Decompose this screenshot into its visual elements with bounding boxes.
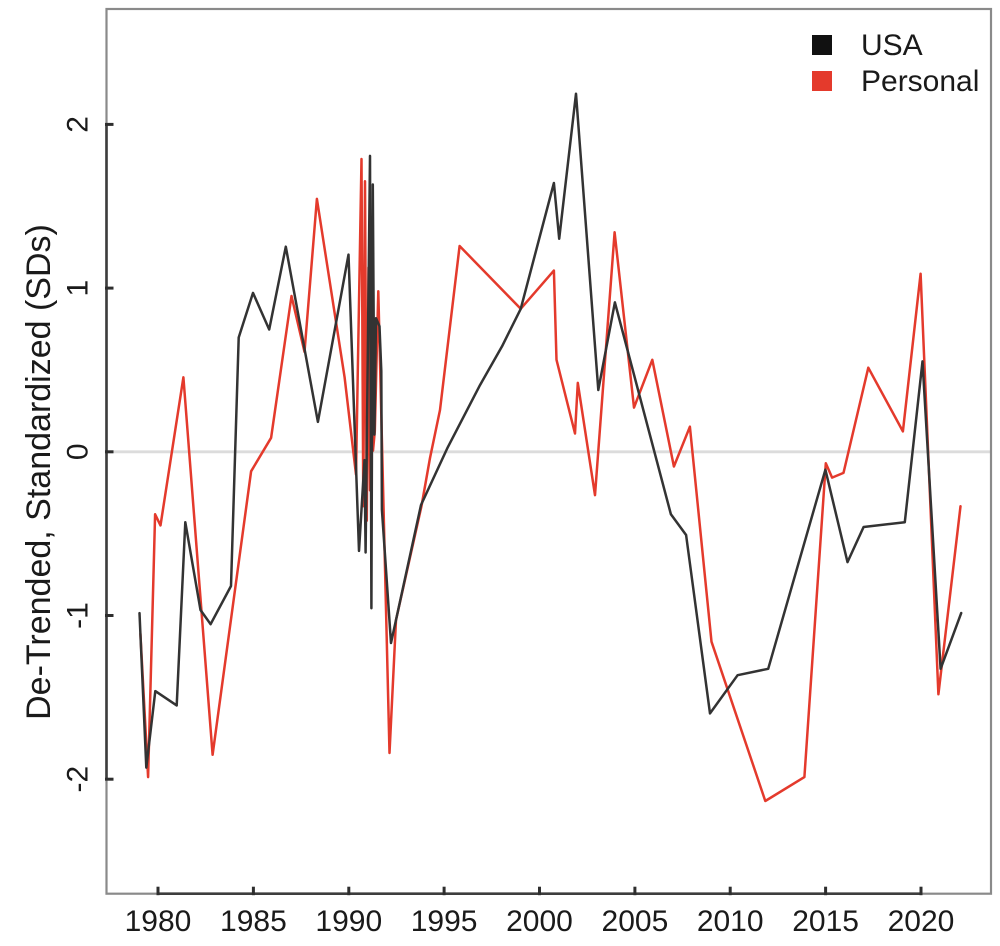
svg-text:-2: -2: [62, 766, 95, 793]
svg-text:Personal: Personal: [861, 65, 979, 98]
svg-text:1980: 1980: [125, 905, 192, 938]
svg-text:2: 2: [62, 116, 95, 133]
svg-text:1: 1: [62, 280, 95, 297]
svg-text:De-Trended, Standardized (SDs): De-Trended, Standardized (SDs): [20, 224, 58, 720]
svg-text:2005: 2005: [602, 905, 669, 938]
svg-text:1995: 1995: [411, 905, 478, 938]
svg-text:2020: 2020: [888, 905, 955, 938]
svg-text:-1: -1: [62, 602, 95, 629]
svg-text:2015: 2015: [792, 905, 859, 938]
svg-text:0: 0: [62, 443, 95, 460]
svg-text:1985: 1985: [220, 905, 287, 938]
svg-text:2000: 2000: [506, 905, 573, 938]
svg-text:USA: USA: [861, 29, 923, 62]
svg-text:1990: 1990: [315, 905, 382, 938]
svg-text:2010: 2010: [697, 905, 764, 938]
